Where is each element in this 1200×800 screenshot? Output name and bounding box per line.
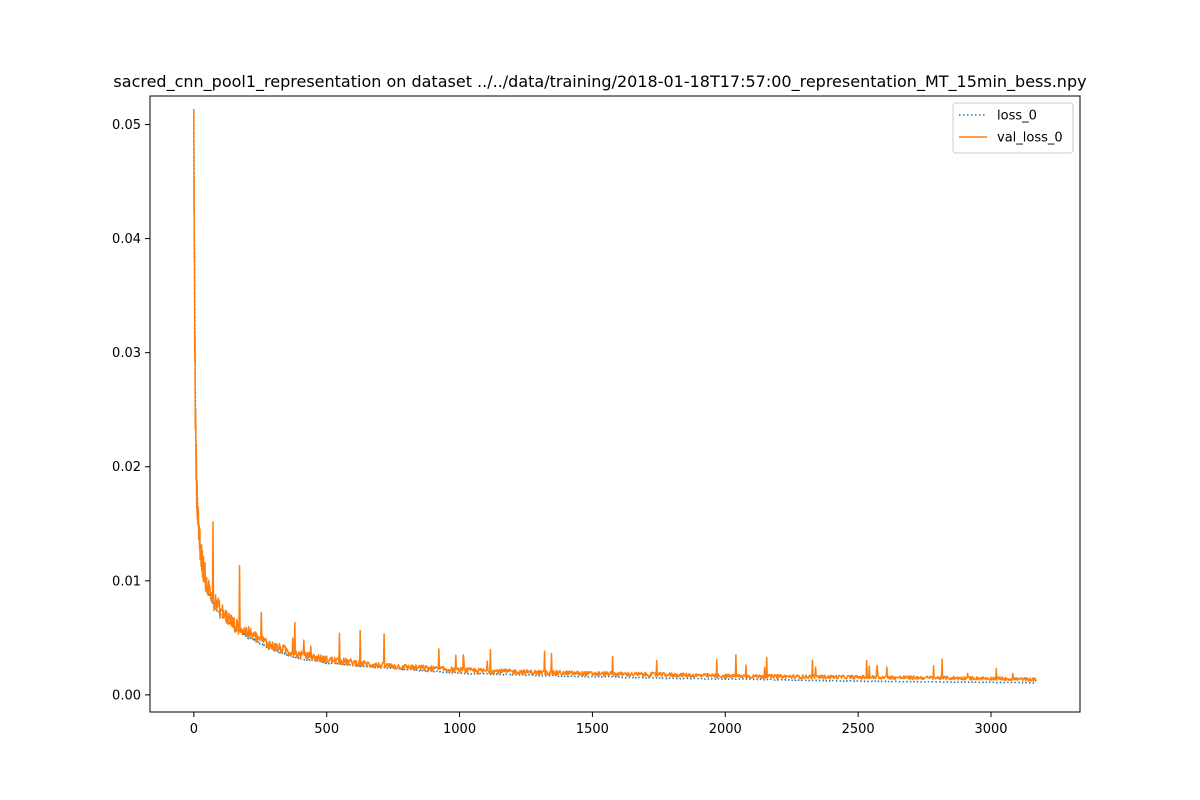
y-tick-label: 0.04 (112, 232, 141, 247)
y-axis: 0.00 0.01 0.02 0.03 0.04 0.05 (112, 118, 150, 703)
x-tick-label: 2000 (709, 722, 742, 737)
y-tick-label: 0.03 (112, 346, 141, 361)
x-tick-label: 3000 (974, 722, 1007, 737)
legend: loss_0 val_loss_0 (952, 102, 1074, 154)
legend-label-loss_0: loss_0 (997, 109, 1037, 124)
x-tick-label: 1000 (443, 722, 476, 737)
x-tick-label: 0 (190, 722, 198, 737)
x-tick-label: 1500 (576, 722, 609, 737)
y-tick-label: 0.00 (112, 688, 141, 703)
legend-label-val_loss_0: val_loss_0 (997, 131, 1063, 146)
y-tick-label: 0.01 (112, 574, 141, 589)
series-line-val_loss_0 (193, 108, 1037, 682)
series-layer (193, 108, 1037, 684)
x-axis: 0 500 1000 1500 2000 2500 3000 (190, 712, 1008, 737)
x-tick-label: 2500 (842, 722, 875, 737)
y-tick-label: 0.05 (112, 118, 141, 133)
chart-title: sacred_cnn_pool1_representation on datas… (113, 72, 1087, 91)
series-line-loss_0 (193, 112, 1037, 684)
x-tick-label: 500 (314, 722, 339, 737)
axes-frame (149, 95, 1081, 713)
y-tick-label: 0.02 (112, 460, 141, 475)
